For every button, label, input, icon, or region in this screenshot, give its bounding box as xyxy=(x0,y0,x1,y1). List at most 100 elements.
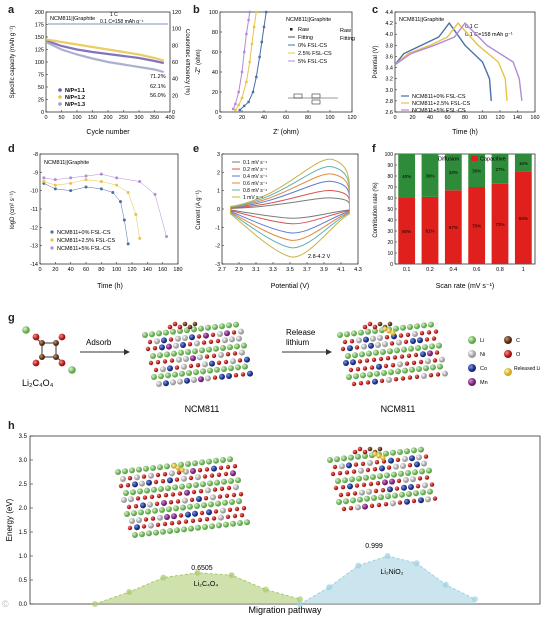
raw-point-b xyxy=(234,108,237,112)
lithium-atom xyxy=(173,505,179,512)
cobalt-atom xyxy=(192,510,198,517)
lithium-atom xyxy=(359,351,365,358)
lithium-atom xyxy=(388,369,394,376)
nickel-atom xyxy=(370,335,376,342)
oxygen-atom xyxy=(170,492,176,497)
oxygen-atom xyxy=(125,483,131,488)
oxygen-atom xyxy=(153,479,159,485)
lithium-atom xyxy=(348,454,354,461)
oxygen-atom xyxy=(160,479,166,484)
oxygen-atom xyxy=(225,464,231,470)
title-c: NCM811||Graphite xyxy=(399,17,444,23)
oxygen-atom xyxy=(351,469,357,474)
manganese-atom xyxy=(190,468,196,474)
oxygen-atom xyxy=(238,492,244,497)
f-ytick-label: 30 xyxy=(387,229,393,235)
oxygen-atom xyxy=(162,472,168,477)
lithium-atom xyxy=(167,528,173,534)
nickel-atom xyxy=(205,487,211,494)
energy-point-2 xyxy=(413,560,420,567)
lithium-atom xyxy=(390,449,396,456)
raw-point-b xyxy=(248,60,251,64)
legend-el-o: O xyxy=(516,352,521,358)
lithium-atom xyxy=(407,324,413,330)
d-ytick-label: -9 xyxy=(33,170,38,176)
lithium-atom xyxy=(234,343,240,350)
oxygen-atom xyxy=(371,357,377,362)
raw-point-b xyxy=(255,10,258,14)
cobalt-atom xyxy=(404,498,410,505)
oxygen-atom xyxy=(352,491,358,496)
oxygen-atom xyxy=(152,346,158,351)
a-ytick-right-label: 120 xyxy=(172,10,181,16)
energy-point-1 xyxy=(160,574,167,581)
lithium-atom xyxy=(194,503,200,509)
oxygen-atom xyxy=(232,513,238,519)
oxygen-atom xyxy=(386,465,392,470)
e-xtick-label: 3.7 xyxy=(303,267,311,273)
legend-b-raw: Raw xyxy=(298,27,309,33)
lithium-atom xyxy=(166,506,172,513)
lithium-atom xyxy=(429,343,435,350)
h-ytick-label: 2.0 xyxy=(19,506,28,512)
lithium-atom xyxy=(343,498,349,505)
xlabel-e: Potential (V) xyxy=(271,283,310,290)
lithium-atom xyxy=(186,370,192,376)
lithium-atom xyxy=(421,322,427,329)
oxygen-atom xyxy=(203,496,209,501)
nickel-atom xyxy=(121,497,127,503)
oxygen-atom xyxy=(432,496,438,501)
adsorbed-oxygen xyxy=(372,324,378,330)
raw-point-b xyxy=(237,90,240,94)
panel-letter-d: d xyxy=(8,143,15,155)
energy-point-2 xyxy=(326,584,333,591)
oxygen-atom xyxy=(218,465,224,470)
f-ytick-label: 40 xyxy=(387,218,393,224)
nickel-atom xyxy=(386,377,392,383)
a-xtick-label: 0 xyxy=(44,115,47,121)
manganese-atom xyxy=(166,343,172,350)
oxygen-atom xyxy=(212,375,218,380)
oxygen-atom xyxy=(362,366,368,371)
adsorbed-oxygen xyxy=(352,449,358,455)
e-xtick-label: 3.1 xyxy=(252,267,260,273)
struct1-label: NCM811 xyxy=(185,404,220,414)
raw-point-b xyxy=(255,75,258,79)
oxygen-atom xyxy=(375,481,381,486)
oxygen-atom xyxy=(354,345,360,350)
lithium-atom xyxy=(165,485,171,492)
cobalt-atom xyxy=(185,511,191,518)
barrier1-value: 0.6505 xyxy=(191,565,213,572)
oxygen-atom xyxy=(392,355,398,360)
raw-point-b xyxy=(240,96,244,100)
nickel-atom xyxy=(181,475,187,482)
oxygen-atom xyxy=(127,525,133,531)
lithium-atom xyxy=(201,502,207,509)
legend-el-li: Li xyxy=(480,338,484,344)
lithium-atom xyxy=(236,498,242,505)
oxygen-atom xyxy=(330,471,336,477)
d-xtick-label: 160 xyxy=(158,267,167,273)
lithium-atom xyxy=(426,467,432,474)
oxygen-atom xyxy=(219,486,225,491)
cobalt-atom xyxy=(219,373,225,380)
legend-c-3: NCM811+5% FSL-CS xyxy=(412,108,466,114)
oxygen-atom xyxy=(150,516,156,521)
legend-marker-a-3 xyxy=(58,102,62,106)
oxygen-atom xyxy=(433,329,439,334)
cobalt-atom xyxy=(368,342,374,349)
oxygen-atom xyxy=(378,356,384,362)
title-a: NCM811||Graphite xyxy=(50,16,95,22)
nickel-atom xyxy=(355,504,361,511)
cobalt-atom xyxy=(418,497,424,504)
b-xtick-label: 60 xyxy=(283,115,289,121)
c-xtick-label: 60 xyxy=(444,115,450,121)
oxygen-atom xyxy=(162,521,168,527)
nickel-atom xyxy=(222,337,228,344)
oxygen-atom xyxy=(365,467,371,473)
lithium-atom xyxy=(178,349,184,356)
legend-e-3: 0.4 mV s⁻¹ xyxy=(243,174,267,180)
legend-e-2: 0.2 mV s⁻¹ xyxy=(243,167,267,173)
chart-a: NCM811||Graphite 1 C 0.1 C=158 mAh g⁻¹ S… xyxy=(10,10,190,136)
h-ytick-label: 0.0 xyxy=(19,602,28,608)
